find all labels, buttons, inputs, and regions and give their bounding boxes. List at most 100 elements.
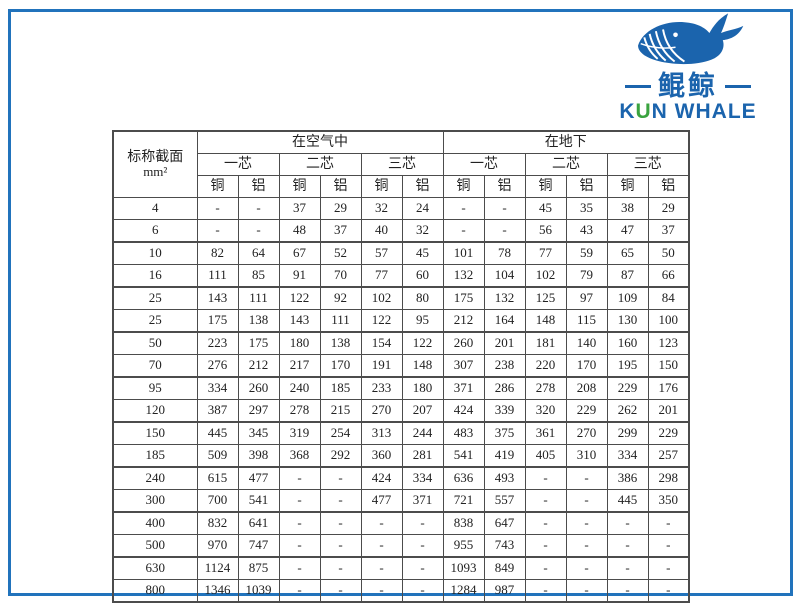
value-cell: 244 (401, 421, 444, 445)
size-cell: 25 (112, 309, 198, 333)
value-cell: 180 (401, 376, 444, 400)
value-cell: 1284 (442, 579, 485, 603)
value-cell: 615 (196, 466, 239, 490)
value-cell: 424 (360, 466, 403, 490)
value-cell: 130 (606, 309, 649, 333)
value-cell: - (196, 197, 239, 220)
value-cell: 43 (565, 219, 608, 243)
value-cell: 122 (401, 331, 444, 355)
value-cell: 122 (360, 309, 403, 333)
value-cell: 140 (565, 331, 608, 355)
value-cell: - (319, 511, 362, 535)
value-cell: - (606, 556, 649, 580)
value-cell: 254 (319, 421, 362, 445)
value-cell: 229 (606, 376, 649, 400)
value-cell: - (360, 556, 403, 580)
value-cell: 368 (278, 444, 321, 468)
value-cell: 201 (483, 331, 526, 355)
value-cell: 541 (442, 444, 485, 468)
table-row: 6- -48 37 40 32- -56 43 47 37 (112, 219, 690, 243)
value-cell: - (565, 556, 608, 580)
value-cell: 32 (360, 197, 403, 220)
value-cell: - (565, 534, 608, 558)
value-cell: 636 (442, 466, 485, 490)
value-cell: 721 (442, 489, 485, 513)
value-cell: 111 (319, 309, 362, 333)
value-cell: 24 (401, 197, 444, 220)
value-cell: 987 (483, 579, 526, 603)
value-cell: 217 (278, 354, 321, 378)
value-cell: - (565, 511, 608, 535)
value-cell: 64 (237, 241, 280, 265)
table-row: 10 82 64 67 52 57 45 101 78 77 59 65 50 (112, 241, 690, 265)
size-cell: 630 (112, 556, 198, 580)
value-cell: 229 (565, 399, 608, 423)
value-cell: 276 (196, 354, 239, 378)
value-cell: 95 (401, 309, 444, 333)
value-cell: - (524, 534, 567, 558)
table-row: 400 832 641- - - -838 647- - - - (112, 511, 690, 535)
size-cell: 400 (112, 511, 198, 535)
value-cell: 849 (483, 556, 526, 580)
value-cell: 334 (196, 376, 239, 400)
value-cell: 91 (278, 264, 321, 288)
value-cell: 132 (483, 286, 526, 310)
value-cell: 48 (278, 219, 321, 243)
value-cell: - (401, 556, 444, 580)
core-header: 三芯 (360, 153, 444, 176)
value-cell: 286 (483, 376, 526, 400)
value-cell: 339 (483, 399, 526, 423)
value-cell: - (401, 579, 444, 603)
value-cell: 207 (401, 399, 444, 423)
value-cell: - (524, 579, 567, 603)
value-cell: 345 (237, 421, 280, 445)
size-cell: 300 (112, 489, 198, 513)
value-cell: 35 (565, 197, 608, 220)
table-row: 25 175 138 143 111 122 95 212 164 148 115 130 100 (112, 309, 690, 333)
value-cell: - (319, 579, 362, 603)
value-cell: 838 (442, 511, 485, 535)
table-row: 25 143 111 122 92 102 80 175 132 125 97 109 84 (112, 286, 690, 310)
value-cell: 40 (360, 219, 403, 243)
size-cell: 16 (112, 264, 198, 288)
size-cell: 50 (112, 331, 198, 355)
value-cell: - (647, 556, 690, 580)
value-cell: 334 (606, 444, 649, 468)
table-row: 120 387 297 278 215 270 207 424 339 320 229 262 201 (112, 399, 690, 423)
value-cell: 424 (442, 399, 485, 423)
group-header-underground: 在地下 (442, 130, 690, 154)
table-row: 300 700 541- -477 371 721 557- -445 350 (112, 489, 690, 513)
brand-dash-left (625, 84, 651, 88)
value-cell: 875 (237, 556, 280, 580)
value-cell: 84 (647, 286, 690, 310)
value-cell: - (606, 579, 649, 603)
value-cell: 220 (524, 354, 567, 378)
value-cell: 181 (524, 331, 567, 355)
value-cell: 154 (360, 331, 403, 355)
core-header: 三芯 (606, 153, 690, 176)
value-cell: - (647, 511, 690, 535)
value-cell: 115 (565, 309, 608, 333)
value-cell: 148 (401, 354, 444, 378)
value-cell: 419 (483, 444, 526, 468)
value-cell: 164 (483, 309, 526, 333)
value-cell: 77 (524, 241, 567, 265)
size-cell: 25 (112, 286, 198, 310)
value-cell: - (606, 534, 649, 558)
value-cell: 180 (278, 331, 321, 355)
value-cell: 229 (647, 421, 690, 445)
value-cell: 298 (647, 466, 690, 490)
value-cell: - (524, 489, 567, 513)
table-row: 4- -37 29 32 24- -45 35 38 29 (112, 197, 690, 220)
value-cell: - (647, 534, 690, 558)
material-header: 铜 (278, 175, 321, 198)
value-cell: 143 (278, 309, 321, 333)
value-cell: 493 (483, 466, 526, 490)
value-cell: - (483, 197, 526, 220)
value-cell: 215 (319, 399, 362, 423)
value-cell: 743 (483, 534, 526, 558)
value-cell: - (565, 489, 608, 513)
value-cell: 52 (319, 241, 362, 265)
value-cell: 47 (606, 219, 649, 243)
table-row: 16 111 85 91 70 77 60 132 104 102 79 87 66 (112, 264, 690, 288)
